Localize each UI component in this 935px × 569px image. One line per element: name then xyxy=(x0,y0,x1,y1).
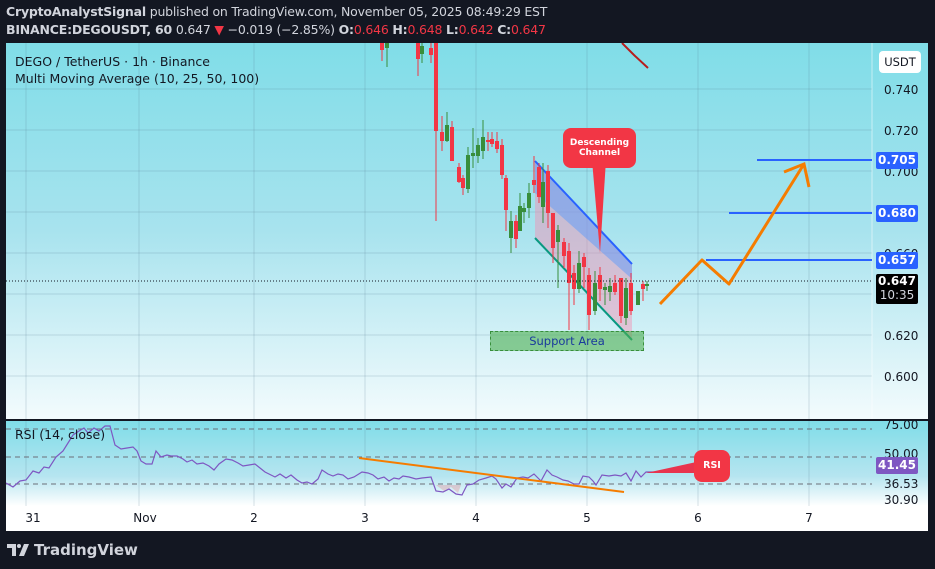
low-label: L: xyxy=(446,22,459,37)
target-label-2: 0.680 xyxy=(876,205,918,222)
price-tick: 0.740 xyxy=(884,83,919,97)
symbol-legend[interactable]: DEGO / TetherUS · 1h · Binance xyxy=(15,54,210,69)
publish-info: published on TradingView.com, November 0… xyxy=(149,4,548,19)
brand-name: TradingView xyxy=(34,541,138,559)
price-tick: 0.620 xyxy=(884,329,919,343)
channel-callout[interactable]: Descending Channel xyxy=(563,128,636,168)
high-label: H: xyxy=(392,22,408,37)
time-tick: 2 xyxy=(250,511,258,525)
bar-countdown: 10:35 xyxy=(879,288,915,302)
time-tick: 7 xyxy=(805,511,813,525)
last-price: 0.647 xyxy=(175,22,211,37)
price-chart-svg xyxy=(6,43,873,419)
rsi-legend[interactable]: RSI (14, close) xyxy=(15,427,106,442)
pane-divider[interactable] xyxy=(6,419,928,421)
indicator-legend[interactable]: Multi Moving Average (10, 25, 50, 100) xyxy=(15,71,260,86)
open-value: 0.646 xyxy=(353,22,389,37)
time-tick: 6 xyxy=(694,511,702,525)
target-label-3: 0.705 xyxy=(876,152,918,169)
time-axis[interactable]: 31 Nov 2 3 4 5 6 7 xyxy=(6,506,928,531)
rsi-pane[interactable]: RSI (14, close) RSI 75.00 50.00 41.45 36… xyxy=(6,418,928,507)
rsi-chart-svg xyxy=(6,421,872,506)
rsi-value-label: 41.45 xyxy=(876,457,918,474)
open-label: O: xyxy=(338,22,354,37)
symbol-label: BINANCE:DEGOUSDT, 60 xyxy=(6,22,173,37)
price-tick: 0.720 xyxy=(884,124,919,138)
chart-frame[interactable]: DEGO / TetherUS · 1h · Binance Multi Mov… xyxy=(6,43,928,531)
time-tick: 5 xyxy=(583,511,591,525)
last-price-value: 0.647 xyxy=(878,274,916,288)
rsi-tick: 36.53 xyxy=(884,477,919,491)
time-tick: 3 xyxy=(361,511,369,525)
price-tick: 0.600 xyxy=(884,370,919,384)
symbol-header: BINANCE:DEGOUSDT, 60 0.647 ▼ −0.019 (−2.… xyxy=(6,22,546,37)
low-value: 0.642 xyxy=(458,22,494,37)
time-tick: 4 xyxy=(472,511,480,525)
price-change: −0.019 (−2.85%) xyxy=(227,22,335,37)
tradingview-logo-icon xyxy=(7,544,29,556)
target-label-1: 0.657 xyxy=(876,252,918,269)
price-pane[interactable]: DEGO / TetherUS · 1h · Binance Multi Mov… xyxy=(6,43,928,419)
down-arrow-icon: ▼ xyxy=(214,22,224,37)
currency-button[interactable]: USDT xyxy=(879,51,921,73)
rsi-callout[interactable]: RSI xyxy=(694,450,730,482)
author-name[interactable]: CryptoAnalystSignal xyxy=(6,4,146,19)
time-tick: Nov xyxy=(133,511,157,525)
tradingview-logo[interactable]: TradingView xyxy=(7,541,138,559)
last-price-label: 0.647 10:35 xyxy=(876,274,918,304)
publish-header: CryptoAnalystSignal published on Trading… xyxy=(6,4,547,19)
close-value: 0.647 xyxy=(510,22,546,37)
high-value: 0.648 xyxy=(407,22,443,37)
support-area-box[interactable]: Support Area xyxy=(490,331,644,351)
rsi-tick: 75.00 xyxy=(884,418,919,432)
close-label: C: xyxy=(497,22,511,37)
rsi-tick: 30.90 xyxy=(884,493,919,507)
time-tick: 31 xyxy=(25,511,41,525)
